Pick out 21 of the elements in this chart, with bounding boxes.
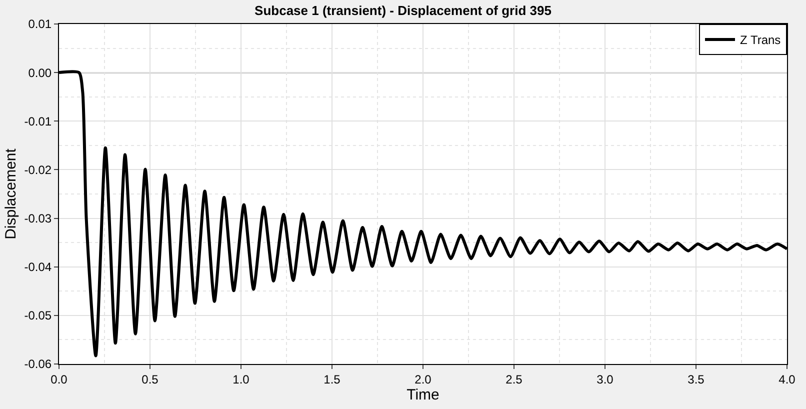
x-tick-label: 2.5: [506, 372, 523, 386]
y-tick-label: -0.03: [24, 211, 52, 226]
y-tick-label: -0.05: [24, 308, 52, 323]
y-tick-label: -0.01: [24, 114, 52, 128]
y-tick-label: 0.00: [28, 66, 52, 80]
y-axis-title: Displacement: [2, 148, 20, 240]
x-tick-label: 0.5: [142, 372, 159, 386]
chart-title: Subcase 1 (transient) - Displacement of grid 395: [254, 3, 552, 18]
x-tick-label: 3.0: [596, 372, 614, 386]
x-axis-title: Time: [406, 386, 440, 404]
x-tick-label: 0.0: [50, 372, 68, 386]
y-tick-label: -0.06: [24, 357, 52, 372]
x-tick-label: 2.0: [414, 372, 432, 386]
y-tick-label: -0.04: [24, 260, 52, 274]
x-tick-label: 3.5: [688, 372, 705, 386]
x-tick-label: 1.5: [324, 372, 341, 386]
y-tick-label: -0.02: [24, 162, 52, 177]
legend-label: Z Trans: [740, 33, 781, 48]
y-tick-label: 0.01: [28, 17, 52, 32]
x-tick-label: 4.0: [778, 372, 796, 386]
x-tick-label: 1.0: [232, 372, 250, 386]
